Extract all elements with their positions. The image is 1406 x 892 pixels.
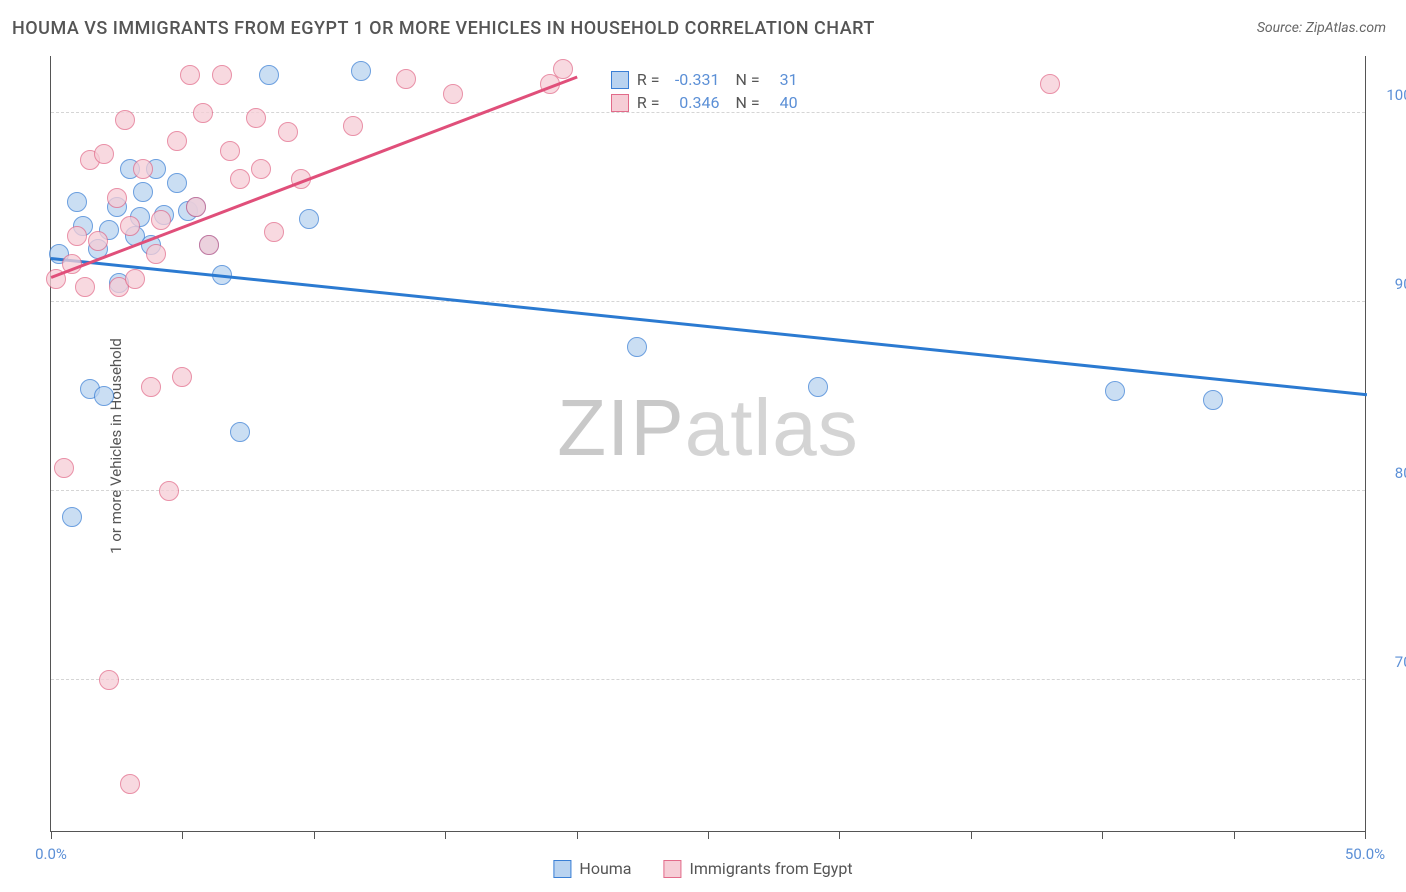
x-tick — [971, 831, 972, 839]
scatter-point — [172, 367, 192, 387]
y-tick-label: 90.0% — [1375, 275, 1406, 293]
series-swatch — [611, 71, 629, 89]
gridline — [51, 679, 1365, 680]
scatter-point — [230, 169, 250, 189]
scatter-point — [396, 69, 416, 89]
x-tick — [1234, 831, 1235, 839]
legend-swatch — [553, 860, 571, 878]
scatter-point — [199, 235, 219, 255]
scatter-point — [151, 210, 171, 230]
scatter-point — [62, 507, 82, 527]
series-swatch — [611, 94, 629, 112]
scatter-point — [251, 159, 271, 179]
x-tick-label: 0.0% — [35, 845, 67, 863]
scatter-point — [351, 61, 371, 81]
x-tick — [1102, 831, 1103, 839]
scatter-point — [553, 59, 573, 79]
scatter-point — [75, 277, 95, 297]
stats-r-value: -0.331 — [667, 70, 719, 89]
scatter-point — [193, 103, 213, 123]
scatter-point — [107, 188, 127, 208]
y-tick-label: 80.0% — [1375, 464, 1406, 482]
legend-label: Immigrants from Egypt — [690, 859, 853, 878]
scatter-point — [1203, 390, 1223, 410]
scatter-point — [120, 216, 140, 236]
stats-n-label: N = — [735, 93, 759, 112]
stats-r-label: R = — [637, 70, 660, 89]
scatter-point — [133, 182, 153, 202]
scatter-point — [246, 108, 266, 128]
source-attribution: Source: ZipAtlas.com — [1257, 20, 1386, 36]
trend-line — [51, 257, 1367, 396]
scatter-point — [94, 144, 114, 164]
scatter-point — [299, 209, 319, 229]
scatter-point — [186, 197, 206, 217]
scatter-point — [159, 481, 179, 501]
stats-row: R = -0.331 N = 31 — [611, 68, 798, 91]
scatter-point — [1105, 381, 1125, 401]
stats-n-value: 40 — [768, 93, 798, 112]
legend-item: Houma — [553, 859, 631, 878]
stats-r-label: R = — [637, 93, 660, 112]
scatter-point — [115, 110, 135, 130]
scatter-point — [443, 84, 463, 104]
scatter-point — [212, 65, 232, 85]
scatter-point — [146, 244, 166, 264]
scatter-point — [627, 337, 647, 357]
stats-row: R = 0.346 N = 40 — [611, 91, 798, 114]
scatter-point — [278, 122, 298, 142]
watermark-bold: ZIP — [557, 383, 684, 472]
scatter-point — [99, 670, 119, 690]
x-tick — [708, 831, 709, 839]
scatter-point — [259, 65, 279, 85]
chart-title: HOUMA VS IMMIGRANTS FROM EGYPT 1 OR MORE… — [12, 18, 875, 39]
x-tick — [314, 831, 315, 839]
x-tick — [182, 831, 183, 839]
watermark-thin: atlas — [685, 383, 859, 472]
scatter-point — [230, 422, 250, 442]
x-tick — [445, 831, 446, 839]
y-tick-label: 70.0% — [1375, 653, 1406, 671]
scatter-point — [167, 131, 187, 151]
x-tick-label: 50.0% — [1345, 845, 1385, 863]
scatter-point — [264, 222, 284, 242]
stats-n-label: N = — [735, 70, 759, 89]
scatter-point — [141, 377, 161, 397]
scatter-point — [220, 141, 240, 161]
gridline — [51, 490, 1365, 491]
legend-swatch — [664, 860, 682, 878]
scatter-point — [125, 269, 145, 289]
legend: Houma Immigrants from Egypt — [553, 859, 852, 878]
scatter-point — [54, 458, 74, 478]
y-tick-label: 100.0% — [1375, 86, 1406, 104]
gridline — [51, 301, 1365, 302]
stats-n-value: 31 — [768, 70, 798, 89]
scatter-point — [180, 65, 200, 85]
scatter-point — [808, 377, 828, 397]
scatter-point — [67, 226, 87, 246]
x-tick — [577, 831, 578, 839]
scatter-point — [343, 116, 363, 136]
stats-r-value: 0.346 — [667, 93, 719, 112]
scatter-point — [67, 192, 87, 212]
legend-label: Houma — [579, 859, 631, 878]
stats-box: R = -0.331 N = 31 R = 0.346 N = 40 — [603, 64, 806, 118]
scatter-point — [167, 173, 187, 193]
x-tick — [1365, 831, 1366, 839]
plot-area: ZIPatlas R =-0.331N =31R =0.346N =40 70.… — [50, 56, 1366, 832]
scatter-point — [1040, 74, 1060, 94]
scatter-point — [94, 386, 114, 406]
legend-item: Immigrants from Egypt — [664, 859, 853, 878]
scatter-point — [120, 774, 140, 794]
x-tick — [51, 831, 52, 839]
x-tick — [839, 831, 840, 839]
scatter-point — [88, 231, 108, 251]
scatter-point — [133, 159, 153, 179]
